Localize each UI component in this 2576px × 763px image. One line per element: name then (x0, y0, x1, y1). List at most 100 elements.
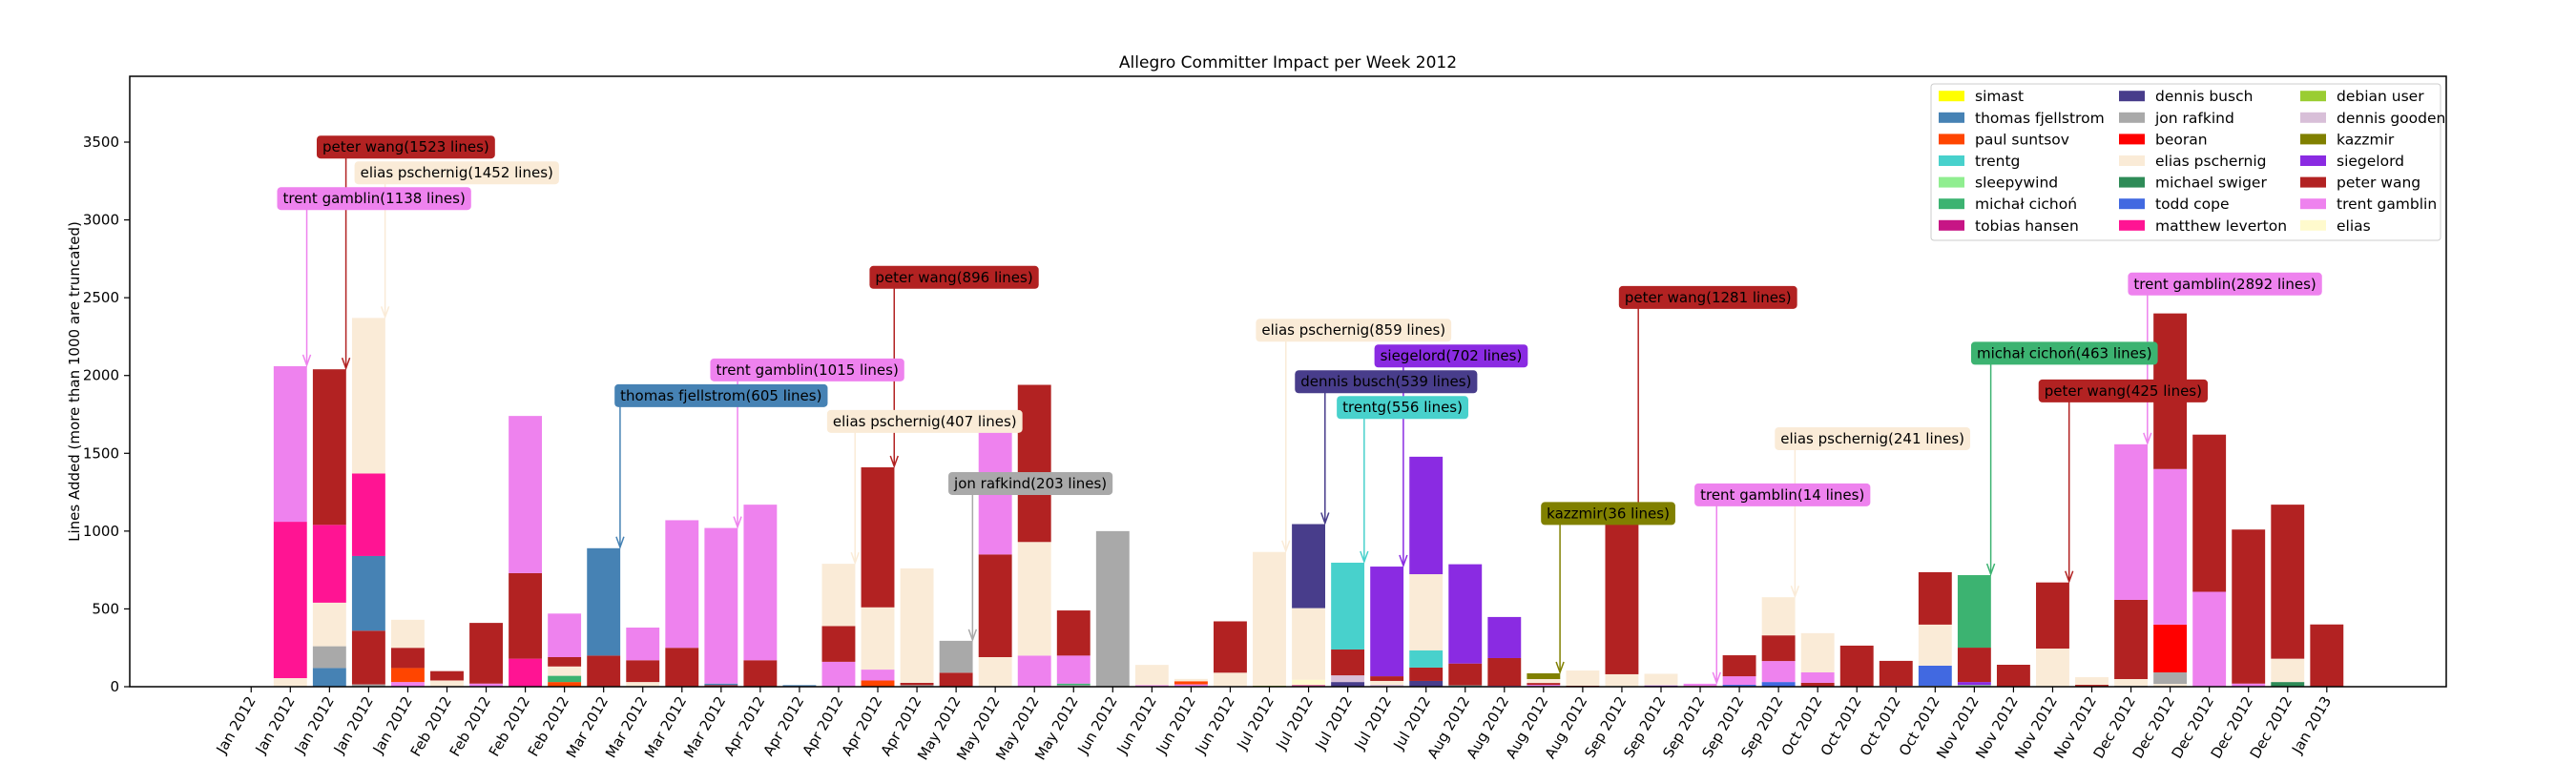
legend-item: tobias hansen (1939, 217, 2079, 235)
bar-stack (1527, 672, 1561, 687)
bar-segment (351, 318, 385, 474)
bar-stack (1134, 665, 1169, 687)
annotation-label: peter wang(896 lines) (875, 269, 1032, 286)
bar-segment (1761, 597, 1796, 636)
bar-segment (1957, 648, 1991, 683)
arrowhead-icon (1790, 585, 1800, 599)
annotation-label: michał cichoń(463 lines) (1977, 344, 2152, 361)
bar-segment (273, 522, 307, 679)
legend-swatch (2300, 155, 2326, 166)
annotation-arrow (1360, 407, 1369, 565)
bar-stack (1879, 660, 1913, 687)
bar-stack (861, 466, 895, 687)
bar-segment (1370, 567, 1404, 677)
annotation-arrow (1985, 353, 1996, 577)
y-axis-ticks: 0 500 1000 1500 2000 2500 3000 3500 (83, 134, 130, 695)
bar-stack (1448, 564, 1483, 687)
bar-segment (2192, 591, 2227, 687)
bar-stack (351, 318, 385, 687)
annotation: trentg(556 lines) (1337, 396, 1468, 420)
x-tick-label: Jul 2012 (1311, 693, 1356, 753)
bar-segment (1918, 571, 1952, 625)
bar-stack (2036, 582, 2069, 687)
annotation-box (1618, 285, 1797, 309)
bar-stack (900, 568, 934, 687)
bar-segment (1957, 575, 1991, 649)
bar-stack (469, 623, 503, 687)
annotation-arrow (1790, 438, 1800, 599)
annotation: trent gamblin(14 lines) (1694, 483, 1871, 506)
bar-segment (626, 660, 660, 683)
annotation-arrow (967, 483, 978, 643)
bar-stack (1214, 621, 1247, 687)
legend-item: michał cichoń (1939, 196, 2077, 213)
legend-label: matthew leverton (2155, 217, 2287, 235)
bar-segment (821, 564, 856, 627)
annotation: trent gamblin(2892 lines) (2128, 272, 2322, 296)
legend-label: trentg (1975, 153, 2020, 170)
bar-segment (1527, 683, 1561, 686)
legend-swatch (2119, 91, 2145, 102)
legend-swatch (2119, 198, 2145, 210)
y-tick-label: 2500 (83, 289, 119, 306)
annotation: trent gamblin(1138 lines) (277, 187, 471, 211)
annotation-label: thomas fjellstrom(605 lines) (620, 387, 821, 404)
legend-label: trent gamblin (2337, 196, 2437, 213)
legend: simast thomas fjellstrom paul suntsov trent… (1930, 83, 2445, 241)
bar-stack (1056, 610, 1091, 687)
annotation-box (1337, 396, 1468, 420)
bar-segment (390, 648, 425, 669)
bar-stack (1839, 645, 1874, 687)
bar-segment (312, 602, 346, 647)
annotation-arrow (1281, 330, 1291, 553)
bar-stack (1800, 632, 1835, 687)
bar-segment (1761, 682, 1796, 687)
bar-stack (2192, 434, 2227, 687)
annotation-box (614, 383, 828, 407)
bar-segment (626, 682, 660, 687)
legend-item: todd cope (2119, 196, 2230, 213)
bar-segment (1527, 685, 1561, 687)
bar-stack (1409, 456, 1444, 687)
bar-segment (861, 466, 895, 608)
legend-label: dennis gooden (2337, 110, 2445, 127)
bar-segment (1566, 670, 1600, 687)
legend-swatch (2300, 91, 2326, 102)
bar-segment (704, 683, 738, 686)
bar-segment (1370, 676, 1404, 681)
bar-segment (1095, 530, 1130, 687)
bar-segment (2153, 468, 2188, 625)
bar-segment (1292, 608, 1325, 680)
bar-segment (704, 527, 738, 684)
bar-segment (1879, 660, 1913, 687)
bar-segment (1056, 683, 1091, 686)
legend-label: debian user (2337, 88, 2424, 105)
bar-segment (2232, 683, 2266, 687)
annotation: elias pschernig(859 lines) (1256, 319, 1452, 342)
plot-frame (129, 75, 2447, 688)
legend-item: kazzmir (2300, 131, 2395, 148)
annotation-box (1970, 341, 2158, 365)
legend-swatch (1939, 134, 1964, 145)
annotation-label: elias pschernig(859 lines) (1261, 321, 1445, 339)
arrowhead-icon (1985, 563, 1996, 577)
bar-segment (587, 655, 621, 687)
bar-segment (978, 657, 1012, 687)
annotation-arrow (850, 421, 860, 566)
annotation-arrow (2065, 390, 2074, 584)
bar-stack (1996, 664, 2030, 687)
bar-segment (1761, 661, 1796, 683)
annotation-arrow (1712, 494, 1721, 686)
bar-segment (1957, 682, 1991, 686)
y-tick-label: 1500 (83, 444, 119, 462)
legend-label: tobias hansen (1975, 217, 2079, 235)
x-tick-label: Jul 2012 (1350, 693, 1395, 753)
annotation: peter wang(1281 lines) (1618, 285, 1797, 309)
bar-stack (1761, 597, 1796, 687)
annotation-box (1775, 426, 1971, 450)
bar-stack (1957, 575, 1991, 687)
annotation-label: dennis busch(539 lines) (1300, 373, 1471, 390)
bar-segment (390, 668, 425, 683)
annotations-layer: trent gamblin(1138 lines) peter wang(1523… (277, 135, 2322, 526)
bar-segment (2036, 582, 2069, 650)
